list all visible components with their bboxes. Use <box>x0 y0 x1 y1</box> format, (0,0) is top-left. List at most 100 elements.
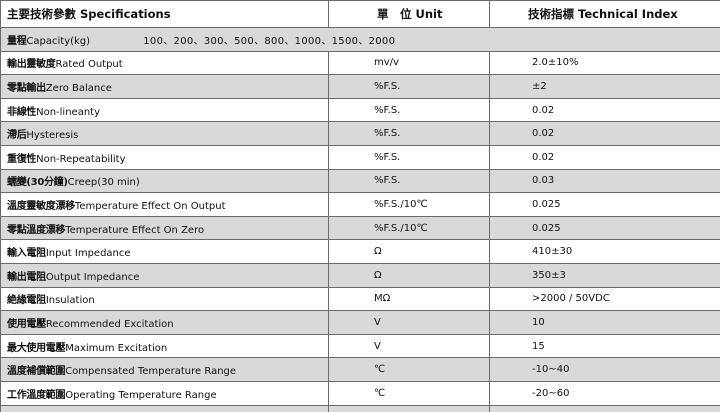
spec-unit: %F.S./10℃ <box>328 215 490 241</box>
capacity-label-en: Capacity(kg) <box>26 35 91 47</box>
spec-unit: ℃ <box>328 380 490 406</box>
spec-value: 410±30 <box>489 239 720 264</box>
spec-name-en: Recommended Excitation <box>45 318 174 330</box>
spec-name-cn: 零點輸出 <box>7 82 46 94</box>
spec-name-cell: 輸出電阻Output Impedance <box>0 262 329 288</box>
spec-name-cell: 絶緣電阻Insulation <box>0 286 329 312</box>
spec-name-cn: 溫度靈敏度漂移 <box>7 200 75 212</box>
spec-name-en: Non-Repeatability <box>36 153 126 165</box>
spec-value: 0.02 <box>489 97 720 123</box>
header-index-en: Technical Index <box>578 7 678 21</box>
spec-value: ±2 <box>489 74 720 99</box>
capacity-values: 100、200、300、500、800、1000、1500、2000 <box>143 35 396 47</box>
spec-value: -10~40 <box>489 357 720 382</box>
cutoff-row <box>0 404 720 412</box>
spec-unit: %F.S. <box>328 121 490 146</box>
spec-name-cell: 零點輸出Zero Balance <box>0 74 329 99</box>
capacity-label-cn: 量程 <box>7 35 27 47</box>
spec-name-cell: 重復性Non-Repeatability <box>0 144 329 170</box>
spec-name-en: Temperature Effect On Zero <box>65 224 205 236</box>
spec-row: 零點輸出Zero Balance %F.S. ±2 <box>0 74 720 99</box>
spec-name-cn: 工作溫度範圍 <box>7 389 66 401</box>
spec-name-cell: 使用電壓Recommended Excitation <box>0 310 329 335</box>
spec-name-cell: 工作溫度範圍Operating Temperature Range <box>0 380 329 406</box>
header-specifications: 主要技術參數 Specifications <box>0 0 329 28</box>
spec-row: 輸出靈敏度Rated Output mv/v 2.0±10% <box>0 50 720 76</box>
spec-name-cn: 蠕變(30分鐘) <box>7 177 68 189</box>
spec-unit: Ω <box>328 239 490 264</box>
spec-value: 10 <box>489 310 720 335</box>
spec-value: 15 <box>489 333 720 359</box>
spec-value: 350±3 <box>489 262 720 288</box>
spec-value: -20~60 <box>489 380 720 406</box>
spec-name-en: Maximum Excitation <box>65 342 168 354</box>
spec-row: 絶緣電阻Insulation MΩ >2000 / 50VDC <box>0 286 720 312</box>
capacity-cell: 量程Capacity(kg) 100、200、300、500、800、1000、… <box>0 27 720 52</box>
spec-name-cell: 零點溫度漂移Temperature Effect On Zero <box>0 215 329 241</box>
spec-row: 最大使用電壓Maximum Excitation V 15 <box>0 333 720 359</box>
spec-name-en: Non-lineanty <box>36 106 101 118</box>
spec-row: 工作溫度範圍Operating Temperature Range ℃ -20~60 <box>0 380 720 406</box>
spec-row: 輸入電阻Input Impedance Ω 410±30 <box>0 239 720 264</box>
spec-name-cn: 輸入電阻 <box>7 248 46 260</box>
spec-unit: V <box>328 333 490 359</box>
spec-unit: V <box>328 310 490 335</box>
spec-value: 0.025 <box>489 192 720 217</box>
spec-row: 非線性Non-lineanty %F.S. 0.02 <box>0 97 720 123</box>
spec-name-cn: 零點溫度漂移 <box>7 224 66 236</box>
header-row: 主要技術參數 Specifications 單 位 Unit 技術指標 Tech… <box>0 0 720 28</box>
spec-name-cn: 滯后 <box>7 130 27 142</box>
spec-name-cell: 滯后Hysteresis <box>0 121 329 146</box>
spec-name-en: Output Impedance <box>45 271 140 283</box>
spec-name-cn: 溫度補償範圍 <box>7 366 66 378</box>
spec-name-cell: 非線性Non-lineanty <box>0 97 329 123</box>
header-param-cn: 主要技術參數 <box>7 7 76 21</box>
spec-unit: %F.S. <box>328 168 490 194</box>
spec-row: 溫度靈敏度漂移Temperature Effect On Output %F.S.… <box>0 192 720 217</box>
spec-value: 0.03 <box>489 168 720 194</box>
spec-name-cn: 輸出電阻 <box>7 271 46 283</box>
spec-unit: %F.S. <box>328 144 490 170</box>
header-unit-en: Unit <box>415 7 443 21</box>
spec-name-cell: 輸出靈敏度Rated Output <box>0 50 329 76</box>
cutoff-cell <box>489 404 720 412</box>
spec-name-cn: 最大使用電壓 <box>7 342 66 354</box>
spec-value: >2000 / 50VDC <box>489 286 720 312</box>
spec-name-en: Compensated Temperature Range <box>65 366 237 378</box>
spec-name-cn: 非線性 <box>7 106 37 118</box>
spec-unit: ℃ <box>328 357 490 382</box>
spec-name-cell: 最大使用電壓Maximum Excitation <box>0 333 329 359</box>
spec-name-en: Creep(30 min) <box>67 177 140 189</box>
spec-name-en: Hysteresis <box>26 130 79 142</box>
spec-value: 2.0±10% <box>489 50 720 76</box>
spec-value: 0.02 <box>489 121 720 146</box>
spec-unit: %F.S. <box>328 97 490 123</box>
spec-name-en: Rated Output <box>55 59 123 71</box>
header-unit: 單 位 Unit <box>328 0 490 28</box>
spec-unit: %F.S. <box>328 74 490 99</box>
spec-row: 滯后Hysteresis %F.S. 0.02 <box>0 121 720 146</box>
spec-name-cell: 溫度補償範圍Compensated Temperature Range <box>0 357 329 382</box>
capacity-row: 量程Capacity(kg) 100、200、300、500、800、1000、… <box>0 27 720 52</box>
spec-name-en: Insulation <box>45 295 95 307</box>
spec-row: 溫度補償範圍Compensated Temperature Range ℃ -10~… <box>0 357 720 382</box>
header-param-en: Specifications <box>80 7 171 21</box>
spec-row: 輸出電阻Output Impedance Ω 350±3 <box>0 262 720 288</box>
spec-name-cell: 溫度靈敏度漂移Temperature Effect On Output <box>0 192 329 217</box>
header-index-cn: 技術指標 <box>528 7 574 21</box>
spec-value: 0.02 <box>489 144 720 170</box>
spec-name-en: Input Impedance <box>45 248 131 260</box>
cutoff-cell <box>328 404 490 412</box>
spec-name-cn: 使用電壓 <box>7 318 46 330</box>
spec-unit: MΩ <box>328 286 490 312</box>
cutoff-cell <box>0 404 329 412</box>
spec-row: 蠕變(30分鐘)Creep(30 min) %F.S. 0.03 <box>0 168 720 194</box>
spec-name-en: Temperature Effect On Output <box>74 200 226 212</box>
spec-name-cn: 重復性 <box>7 153 37 165</box>
spec-name-cn: 輸出靈敏度 <box>7 59 56 71</box>
spec-row: 零點溫度漂移Temperature Effect On Zero %F.S./10… <box>0 215 720 241</box>
spec-row: 使用電壓Recommended Excitation V 10 <box>0 310 720 335</box>
header-technical-index: 技術指標 Technical Index <box>489 0 720 28</box>
spec-unit: mv/v <box>328 50 490 76</box>
